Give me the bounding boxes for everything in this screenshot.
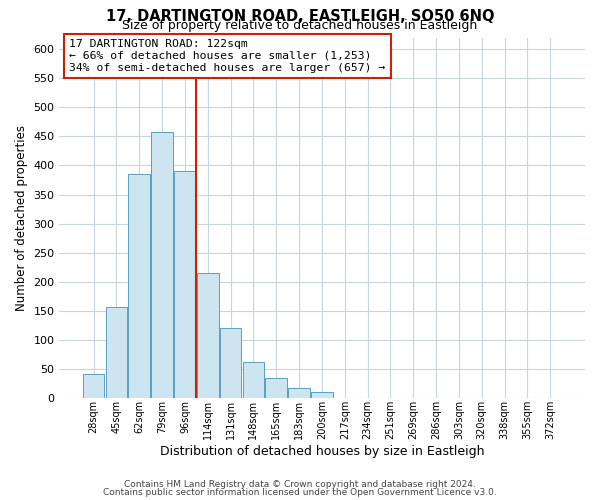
Text: 17 DARTINGTON ROAD: 122sqm
← 66% of detached houses are smaller (1,253)
34% of s: 17 DARTINGTON ROAD: 122sqm ← 66% of deta… bbox=[70, 40, 386, 72]
Text: 17, DARTINGTON ROAD, EASTLEIGH, SO50 6NQ: 17, DARTINGTON ROAD, EASTLEIGH, SO50 6NQ bbox=[106, 9, 494, 24]
Text: Contains HM Land Registry data © Crown copyright and database right 2024.: Contains HM Land Registry data © Crown c… bbox=[124, 480, 476, 489]
Text: Size of property relative to detached houses in Eastleigh: Size of property relative to detached ho… bbox=[122, 19, 478, 32]
Bar bbox=[83, 374, 104, 398]
Text: Contains public sector information licensed under the Open Government Licence v3: Contains public sector information licen… bbox=[103, 488, 497, 497]
Bar bbox=[265, 378, 287, 398]
Bar bbox=[311, 392, 333, 398]
Bar bbox=[174, 172, 196, 398]
Bar bbox=[197, 273, 218, 398]
Bar bbox=[106, 307, 127, 398]
Bar bbox=[220, 328, 241, 398]
Bar bbox=[128, 174, 150, 398]
Bar bbox=[151, 132, 173, 398]
Y-axis label: Number of detached properties: Number of detached properties bbox=[15, 125, 28, 311]
X-axis label: Distribution of detached houses by size in Eastleigh: Distribution of detached houses by size … bbox=[160, 444, 484, 458]
Bar bbox=[288, 388, 310, 398]
Bar bbox=[242, 362, 264, 398]
